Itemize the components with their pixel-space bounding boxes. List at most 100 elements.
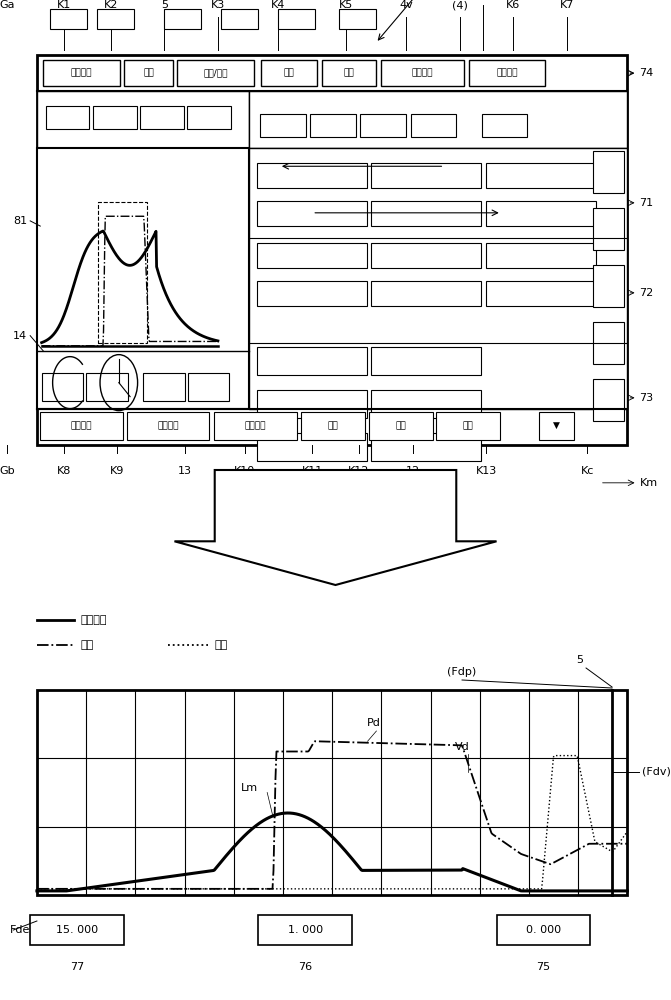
Text: 73: 73 [639,393,654,403]
Text: 81: 81 [13,216,28,226]
Text: (Fdp): (Fdp) [448,667,476,677]
Bar [381,60,464,86]
Text: 注射/计量: 注射/计量 [203,69,228,78]
Bar [37,91,250,148]
Text: K13: K13 [476,466,497,476]
Bar [256,163,366,188]
Bar [143,373,185,401]
Text: Vd: Vd [455,742,470,752]
Bar [256,433,366,461]
Text: K7: K7 [560,0,574,10]
Text: (Fdv): (Fdv) [642,767,671,777]
Text: 模具开闭: 模具开闭 [70,69,92,78]
Bar [87,373,128,401]
Text: K12: K12 [348,466,370,476]
Text: 步骤监视: 步骤监视 [157,421,178,430]
Bar [258,915,352,945]
Bar [256,347,366,375]
Text: Ga: Ga [0,0,15,10]
Bar [369,412,433,440]
Text: 5: 5 [576,655,584,665]
Text: 15. 000: 15. 000 [56,925,98,935]
Bar [127,412,209,440]
Bar [221,9,258,29]
Bar [93,106,137,129]
Text: Fde: Fde [10,925,30,935]
Bar [177,60,254,86]
Text: Gb: Gb [0,466,15,476]
Text: 支援: 支援 [462,421,473,430]
Text: K11: K11 [301,466,323,476]
Text: Km: Km [639,478,658,488]
Bar [593,379,624,421]
Bar [371,390,481,418]
Text: 1. 000: 1. 000 [288,925,323,935]
Bar [250,148,627,409]
Text: 温度: 温度 [284,69,295,78]
Text: Kc: Kc [580,466,594,476]
Text: 操作开关: 操作开关 [70,421,92,430]
Bar [468,60,546,86]
Bar [124,60,172,86]
Bar [486,163,596,188]
Text: 12: 12 [405,466,420,476]
Bar [40,412,123,440]
Bar [37,690,627,895]
Bar [37,55,627,445]
Bar [371,201,481,226]
Bar [371,163,481,188]
Bar [256,390,366,418]
Bar [486,201,596,226]
Text: K5: K5 [338,0,353,10]
Bar [539,412,574,440]
Text: K6: K6 [506,0,521,10]
Text: 74: 74 [639,68,654,78]
Text: ▼: ▼ [553,421,560,430]
Text: 75: 75 [536,962,551,972]
Bar [593,151,624,193]
Bar [260,154,306,177]
Text: 5: 5 [161,0,168,10]
Text: 历史: 历史 [395,421,406,430]
Text: 脱模开度: 脱模开度 [81,615,107,625]
Bar [260,114,306,137]
Bar [482,114,527,137]
Bar [593,265,624,307]
Text: K3: K3 [211,0,225,10]
Text: 76: 76 [298,962,313,972]
Text: 77: 77 [70,962,85,972]
Bar [310,154,356,177]
Bar [411,114,456,137]
Bar [371,243,481,268]
Bar [188,373,229,401]
Bar [261,60,317,86]
Text: Lm: Lm [241,783,258,793]
Bar [371,433,481,461]
Bar [322,60,376,86]
Bar [339,9,376,29]
Bar [278,9,315,29]
Bar [50,9,87,29]
Text: 13: 13 [178,466,191,476]
Text: 生产信息: 生产信息 [245,421,266,430]
Polygon shape [174,470,497,585]
Bar [593,322,624,364]
Text: 压力: 压力 [81,640,94,650]
Text: K1: K1 [56,0,71,10]
Bar [486,281,596,306]
Bar [37,148,250,409]
Bar [411,154,456,177]
Bar [250,91,627,148]
Bar [256,201,366,226]
Text: 排出: 排出 [143,69,154,78]
Bar [187,106,231,129]
Text: 监视: 监视 [344,69,355,78]
Text: 14: 14 [13,331,28,341]
Text: Pd: Pd [366,718,380,728]
Bar [43,60,119,86]
Bar [371,347,481,375]
Bar [310,114,356,137]
Text: K9: K9 [110,466,125,476]
Bar [360,154,406,177]
Bar [497,915,590,945]
